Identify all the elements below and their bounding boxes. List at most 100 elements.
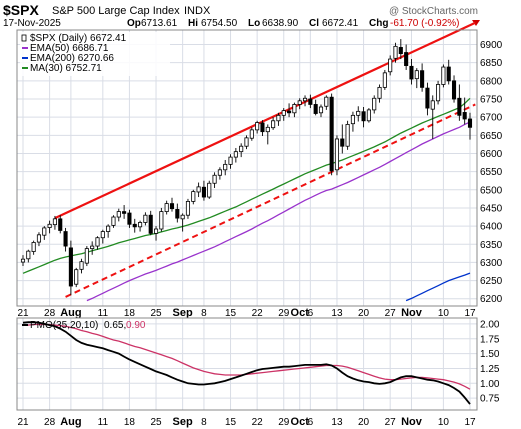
price-date-label: 21 <box>17 308 29 319</box>
pmo-date-label: 11 <box>98 417 109 428</box>
candle-body <box>127 212 132 225</box>
candle <box>52 215 57 230</box>
pmo-panel-frame <box>16 317 478 411</box>
price-date-label: 11 <box>98 308 109 319</box>
pmo-tick-label: 1.00 <box>480 379 500 390</box>
date-label: 17-Nov-2025 <box>3 18 61 29</box>
candle <box>106 224 111 238</box>
candle <box>462 97 467 125</box>
price-tick-label: 6550 <box>480 167 503 178</box>
candle-body <box>404 52 409 66</box>
candle-body <box>36 234 42 243</box>
candle <box>84 246 89 267</box>
price-tick-label: 6500 <box>480 185 503 196</box>
pmo-date-label: 18 <box>124 417 136 428</box>
pmo-legend-signal: 0.90 <box>126 320 146 331</box>
candle-body <box>388 58 393 73</box>
candle-body <box>420 70 425 88</box>
price-legend: $SPX (Daily) 6672.41 EMA(50) 6686.71 EMA… <box>20 32 170 76</box>
candle-body <box>436 84 441 102</box>
candle-body <box>260 122 265 133</box>
candle-body <box>302 97 308 102</box>
pmo-date-label: 29 <box>278 417 290 428</box>
candle-body <box>63 231 68 247</box>
price-tick-label: 6700 <box>480 113 503 124</box>
candle <box>292 102 297 118</box>
candle-body <box>201 186 206 198</box>
candle-body <box>255 122 260 131</box>
price-date-label: 15 <box>225 308 237 319</box>
candle <box>122 205 127 219</box>
price-date-label: Nov <box>401 307 423 319</box>
price-tick-label: 6200 <box>480 294 503 305</box>
change-value: -61.70 (-0.92%) <box>390 18 459 29</box>
pmo-date-label: Nov <box>401 416 423 428</box>
price-tick-label: 6850 <box>480 58 503 69</box>
candle-body <box>345 124 350 147</box>
candle-body <box>366 109 371 122</box>
candle <box>169 197 175 212</box>
candle-body <box>430 100 435 110</box>
candle-body <box>207 182 212 198</box>
candle <box>58 215 63 234</box>
candle-body <box>414 70 419 80</box>
pmo-legend: PMO(35,20,10) 0.65, 0.90 <box>22 320 146 331</box>
candle <box>153 226 159 241</box>
candle <box>324 95 329 110</box>
candle <box>398 39 403 60</box>
pmo-legend-value: 0.65, <box>104 320 126 331</box>
candle <box>47 220 52 234</box>
candle-body <box>382 72 387 88</box>
candle-body <box>169 203 175 210</box>
candle <box>414 68 419 89</box>
candle-body <box>111 216 116 226</box>
candle <box>111 215 116 228</box>
candle-body <box>223 163 228 171</box>
candle <box>388 55 393 76</box>
candle-body <box>180 214 185 220</box>
symbol-title: $SPX <box>3 2 39 18</box>
candle-body <box>350 114 355 125</box>
candle <box>36 232 42 247</box>
candle <box>228 154 233 169</box>
candle <box>436 80 441 105</box>
price-tick-label: 6450 <box>480 203 503 214</box>
candle <box>457 84 462 121</box>
chart-header: $SPX S&P 500 Large Cap Index INDX @ Stoc… <box>3 2 480 29</box>
candle-body <box>308 98 313 105</box>
candle <box>143 212 148 226</box>
open-value: 6713.61 <box>141 18 178 29</box>
pmo-tick-label: 1.25 <box>480 364 500 375</box>
candle <box>31 240 36 255</box>
down-arrow-icon <box>472 20 480 26</box>
candle <box>361 106 366 128</box>
price-tick-label: 6250 <box>480 276 503 287</box>
price-date-label: 25 <box>150 308 162 319</box>
candle-legend-icon <box>21 34 27 42</box>
pmo-date-label: 28 <box>44 417 56 428</box>
candle-body <box>244 137 249 147</box>
candle-body <box>239 145 244 153</box>
ema200-line <box>405 272 471 302</box>
price-tick-label: 6750 <box>480 95 503 106</box>
candle-body <box>462 112 467 120</box>
pmo-legend-label: PMO(35,20,10) <box>30 320 98 331</box>
pmo-grid <box>17 318 477 410</box>
low-value: 6638.90 <box>262 18 299 29</box>
legend-price: $SPX (Daily) 6672.41 <box>30 33 127 44</box>
price-date-label: 10 <box>438 308 450 319</box>
candle-body <box>340 138 345 147</box>
candle-body <box>467 118 473 128</box>
candle-body <box>42 227 47 236</box>
candle-body <box>297 100 302 105</box>
candle-body <box>212 174 217 184</box>
pmo-date-label: 21 <box>17 417 29 428</box>
candle <box>377 84 382 103</box>
candle <box>63 227 68 252</box>
candle <box>356 106 361 122</box>
candle-body <box>425 87 430 109</box>
candle <box>467 112 473 140</box>
close-label: Cl <box>309 18 319 29</box>
price-tick-label: 6900 <box>480 40 503 51</box>
candle-body <box>79 261 84 270</box>
